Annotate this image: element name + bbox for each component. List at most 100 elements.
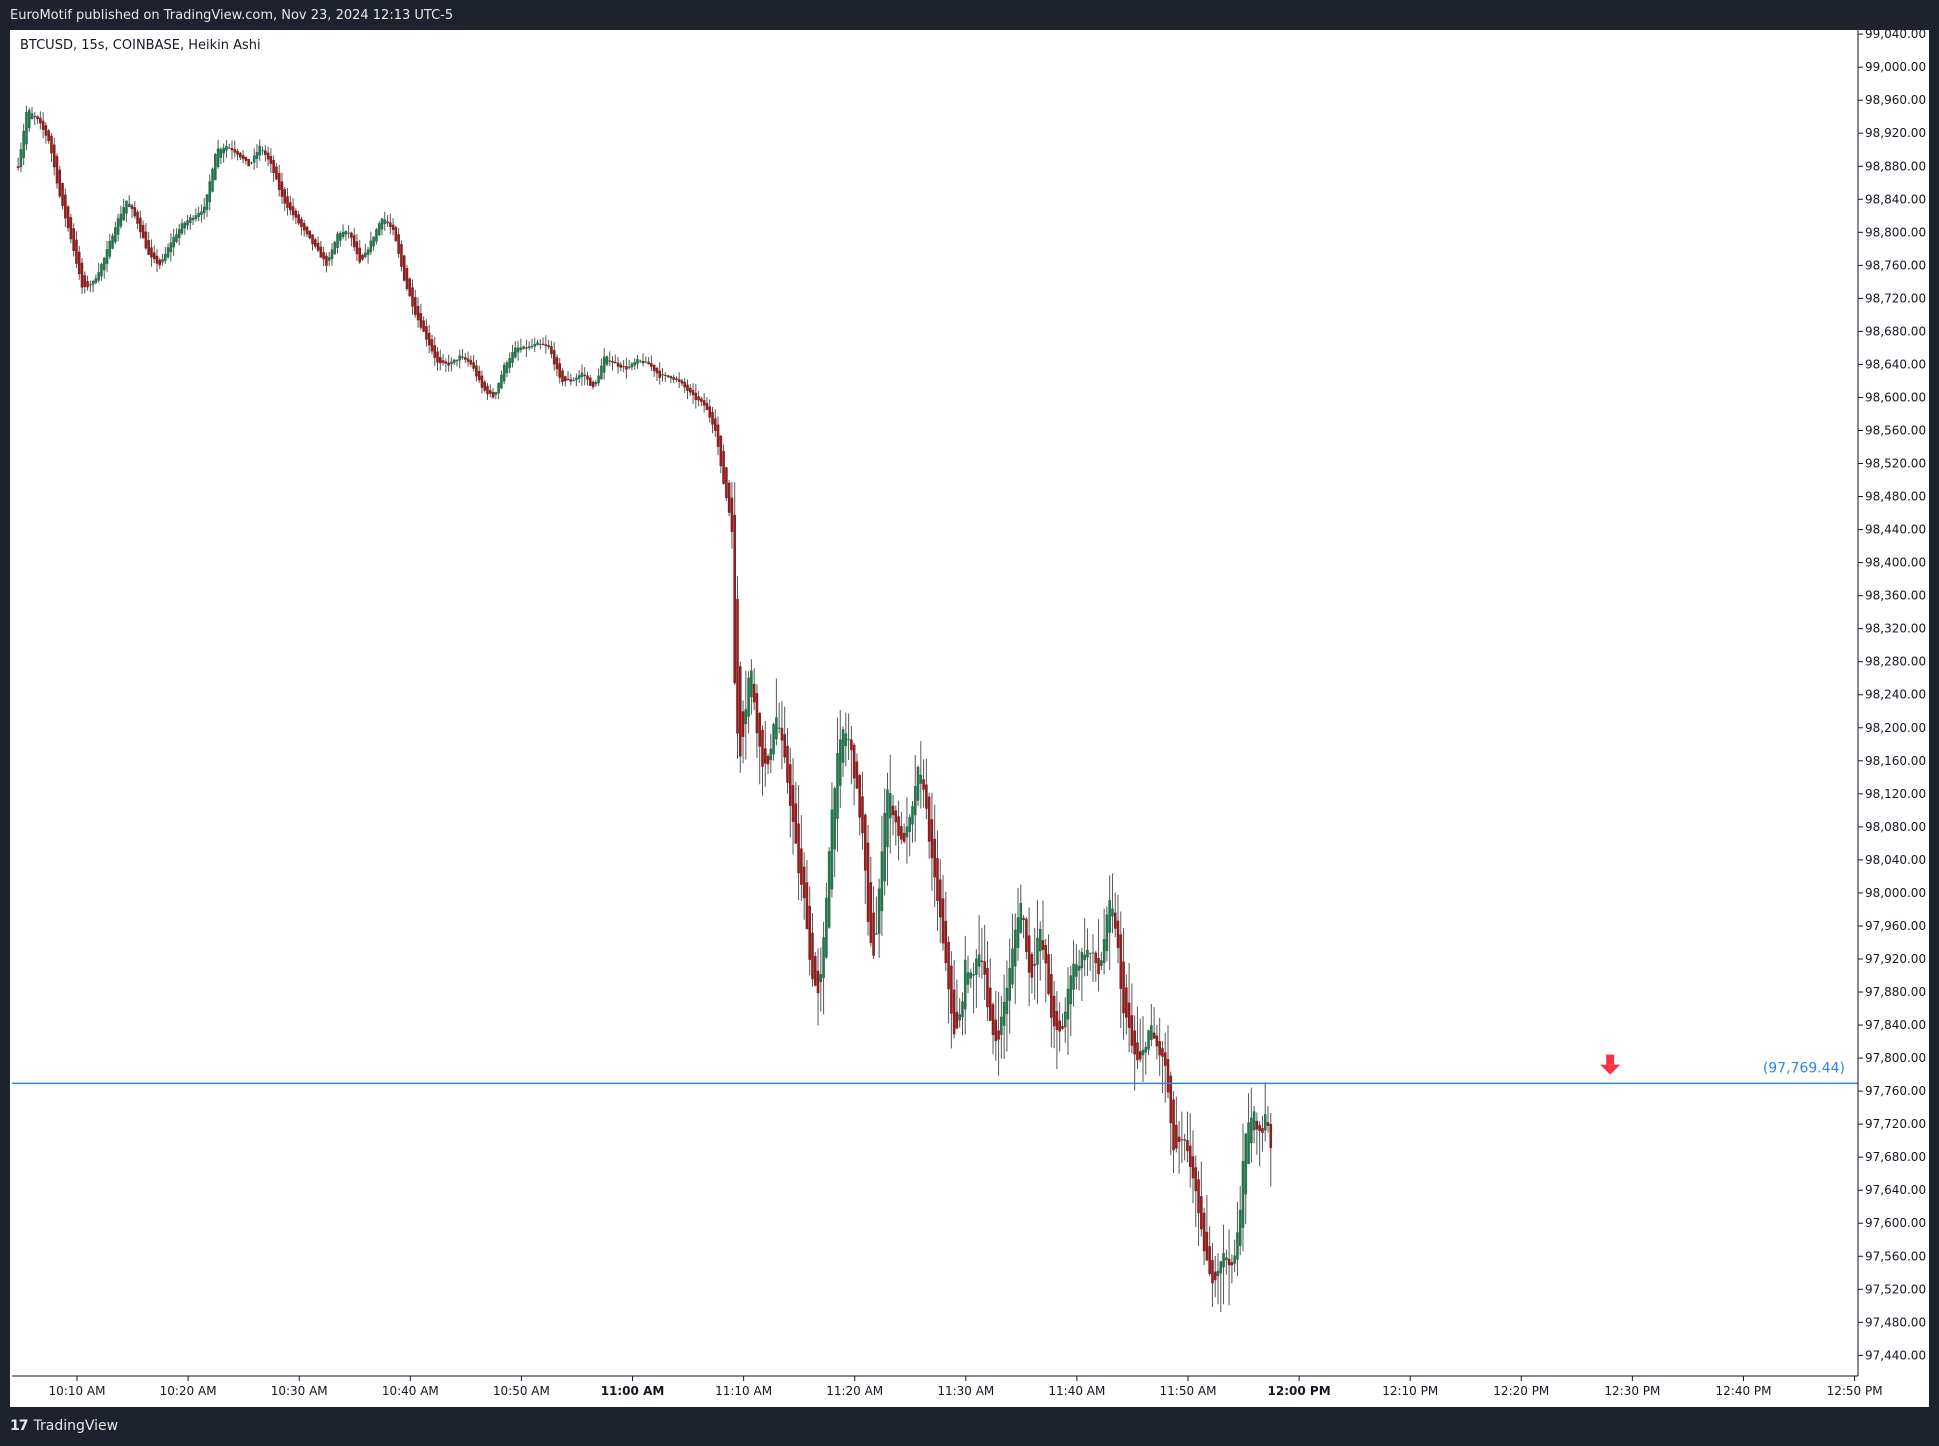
- candle-body: [736, 599, 739, 734]
- candle-body: [647, 361, 650, 365]
- candle-body: [786, 745, 789, 783]
- candle-body: [105, 249, 109, 265]
- candle-body: [230, 147, 234, 151]
- candle-body: [269, 156, 273, 164]
- candle-body: [1147, 1030, 1150, 1050]
- candle-body: [644, 361, 648, 363]
- price-axis[interactable]: 99,040.00 99,000.00 98,960.00 98,920.00 98,8…: [1857, 27, 1926, 1376]
- candle-body: [47, 130, 50, 142]
- candle-body: [686, 384, 689, 391]
- candle-body: [1197, 1179, 1200, 1214]
- tradingview-logo-icon: 17: [10, 1418, 29, 1434]
- candle-body: [1247, 1122, 1250, 1165]
- candle-body: [1238, 1209, 1242, 1246]
- candle-body: [416, 305, 420, 321]
- candle-body: [172, 236, 175, 248]
- time-tick-label: 12:50 PM: [1827, 1384, 1883, 1398]
- candle-body: [247, 158, 250, 167]
- candle-body: [422, 320, 425, 332]
- candle-body: [550, 346, 553, 355]
- chart-area[interactable]: [12, 30, 1857, 1376]
- candle-body: [1213, 1271, 1217, 1281]
- candle-body: [933, 838, 936, 878]
- candle-body: [775, 717, 778, 740]
- candle-body: [1005, 987, 1009, 1014]
- price-tick-label: 98,520.00: [1865, 457, 1926, 471]
- candle-body: [622, 366, 625, 368]
- price-tick-label: 97,680.00: [1865, 1150, 1926, 1164]
- candle-body: [452, 359, 456, 363]
- candle-body: [355, 241, 359, 255]
- candle-body: [266, 152, 270, 160]
- candle-body: [1208, 1246, 1211, 1275]
- candle-body: [947, 941, 950, 990]
- candle-body: [1072, 963, 1075, 990]
- candle-body: [819, 974, 823, 982]
- candle-body: [402, 255, 406, 281]
- price-tick-label: 98,080.00: [1865, 820, 1926, 834]
- candle-body: [241, 155, 245, 159]
- candle-body: [361, 254, 364, 260]
- candle-body: [822, 937, 825, 979]
- candle-body: [508, 358, 512, 368]
- candle-body: [830, 809, 834, 890]
- candle-body: [1136, 1042, 1139, 1061]
- sell-arrow-shaft: [1606, 1054, 1615, 1065]
- candle-body: [877, 888, 881, 934]
- candle-body: [777, 727, 781, 729]
- candle-body: [850, 739, 853, 751]
- candle-body: [1269, 1124, 1273, 1149]
- candle-body: [758, 713, 762, 747]
- candle-body: [1030, 954, 1034, 978]
- candle-body: [144, 231, 148, 249]
- price-tick-label: 97,920.00: [1865, 952, 1926, 966]
- candle-body: [391, 224, 395, 230]
- price-tick-label: 99,040.00: [1865, 27, 1926, 41]
- candle-body: [855, 761, 859, 789]
- plot-area[interactable]: [12, 30, 1857, 1376]
- candle-body: [908, 817, 911, 832]
- candle-body: [91, 280, 95, 285]
- sell-arrow-icon[interactable]: [1600, 1054, 1621, 1075]
- candle-body: [502, 364, 506, 382]
- candle-body: [669, 376, 673, 379]
- candle-body: [869, 882, 873, 943]
- candle-body: [677, 379, 681, 382]
- candle-body: [294, 210, 298, 218]
- time-tick-label: 11:30 AM: [937, 1384, 994, 1398]
- candle-body: [333, 241, 337, 255]
- price-tick-label: 98,280.00: [1865, 655, 1926, 669]
- candle-body: [314, 239, 317, 247]
- candle-body: [1036, 937, 1039, 965]
- price-tick-label: 98,320.00: [1865, 622, 1926, 636]
- tradingview-logo[interactable]: 17 TradingView: [10, 1418, 118, 1434]
- candle-body: [486, 386, 489, 395]
- candle-body: [1144, 1046, 1148, 1053]
- candle-body: [1172, 1099, 1175, 1151]
- candle-body: [1122, 961, 1125, 1014]
- candle-body: [1125, 987, 1128, 1018]
- candle-body: [425, 326, 428, 340]
- candle-body: [1008, 968, 1011, 1001]
- candle-body: [588, 377, 592, 386]
- candle-body: [94, 278, 98, 283]
- candle-body: [297, 214, 300, 224]
- candle-body: [316, 242, 320, 251]
- candle-body: [1261, 1128, 1264, 1133]
- candle-body: [347, 232, 350, 234]
- candle-body: [658, 370, 662, 378]
- candle-body: [1263, 1113, 1267, 1131]
- candle-body: [289, 202, 292, 211]
- chart-svg[interactable]: (97,769.44) 99,040.0099,000.0098,960.009…: [0, 0, 1939, 1407]
- time-axis[interactable]: 10:10 AM 10:20 AM 10:30 AM 10:40 AM 10:50 AM…: [12, 1375, 1883, 1398]
- candle-body: [389, 222, 392, 227]
- overlay-layer: (97,769.44): [12, 1054, 1858, 1085]
- candle-body: [327, 257, 331, 261]
- candle-body: [663, 374, 667, 376]
- candle-body: [222, 147, 225, 154]
- candle-body: [433, 345, 437, 358]
- candle-body: [802, 866, 806, 899]
- footer-bar: [0, 1407, 1939, 1446]
- time-tick-label: 12:10 PM: [1382, 1384, 1438, 1398]
- candle-body: [900, 826, 903, 840]
